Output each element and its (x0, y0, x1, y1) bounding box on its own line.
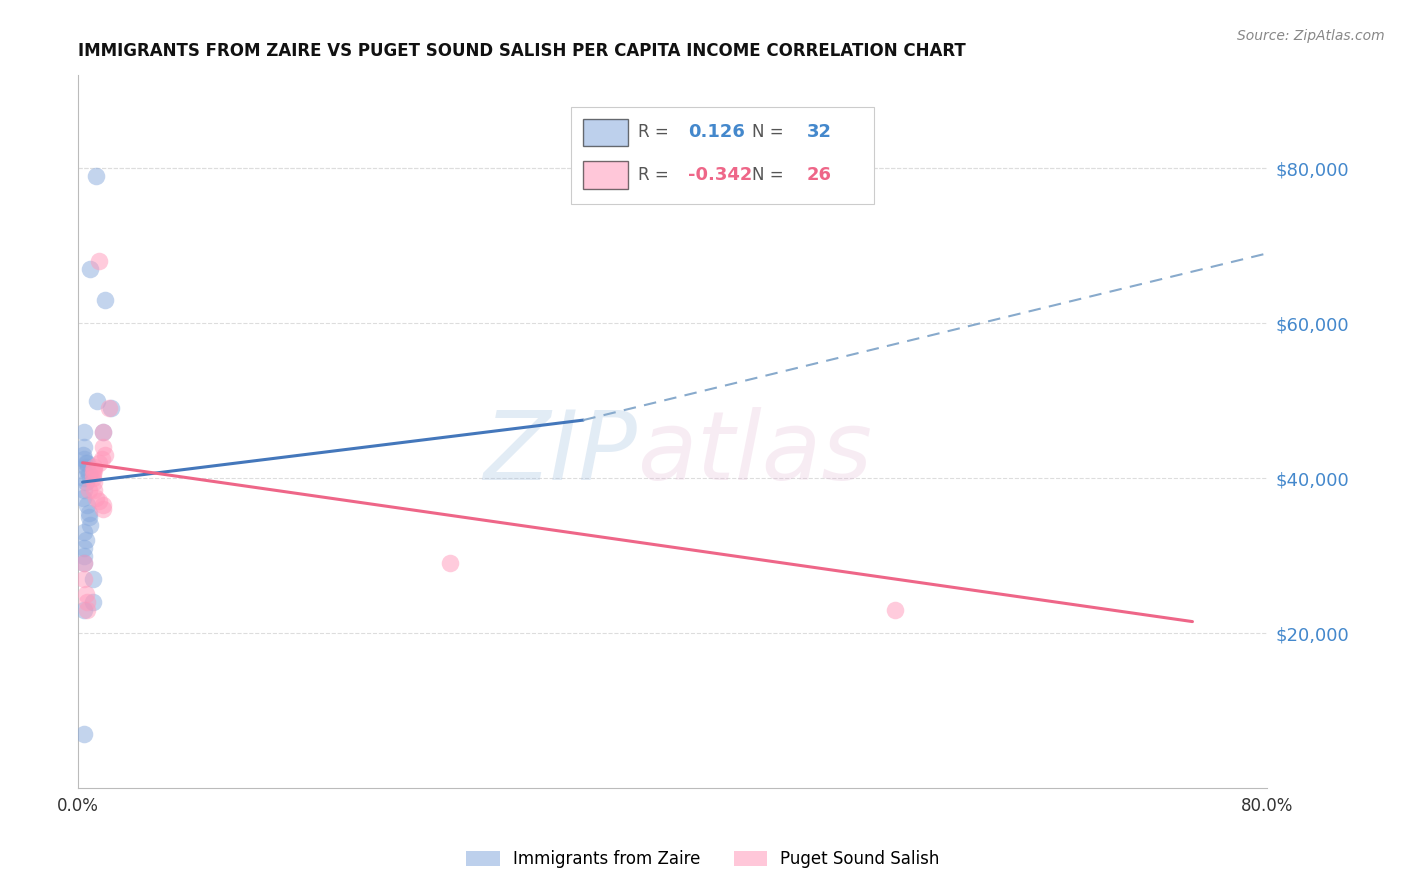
Text: R =: R = (638, 166, 673, 184)
Point (87, 494, 110, 508)
Point (83, 475, 105, 489)
Point (76, 456, 98, 470)
Point (83, 459, 105, 474)
Point (73, 549, 96, 563)
Text: 26: 26 (807, 166, 832, 184)
Point (82, 595, 104, 609)
Point (79, 262, 101, 277)
Point (93, 502, 115, 516)
Point (76, 499, 98, 513)
Point (76, 463, 98, 477)
Text: 32: 32 (807, 123, 832, 141)
Point (100, 401, 122, 416)
Point (94, 448, 117, 462)
Point (86, 393, 108, 408)
Text: 0.126: 0.126 (688, 123, 745, 141)
Point (75, 587, 97, 601)
Point (93, 440, 115, 454)
Point (82, 463, 104, 477)
Point (82, 572, 104, 586)
Point (73, 727, 96, 741)
Point (73, 525, 96, 540)
Text: IMMIGRANTS FROM ZAIRE VS PUGET SOUND SALISH PER CAPITA INCOME CORRELATION CHART: IMMIGRANTS FROM ZAIRE VS PUGET SOUND SAL… (79, 42, 966, 60)
Point (75, 475, 97, 489)
Point (73, 603, 96, 617)
Point (73, 471, 96, 485)
Text: R =: R = (638, 123, 673, 141)
Point (73, 451, 96, 466)
Point (87, 254, 110, 268)
Point (72, 448, 94, 462)
Point (83, 463, 105, 477)
Point (90, 451, 112, 466)
Point (73, 572, 96, 586)
Text: -0.342: -0.342 (688, 166, 752, 184)
FancyBboxPatch shape (583, 119, 628, 145)
Point (84, 169, 107, 183)
FancyBboxPatch shape (571, 107, 875, 203)
Point (73, 425, 96, 439)
Point (93, 425, 115, 439)
Point (79, 517, 101, 532)
Point (83, 483, 105, 497)
Point (73, 440, 96, 454)
Text: atlas: atlas (637, 407, 872, 500)
Text: N =: N = (752, 123, 789, 141)
FancyBboxPatch shape (583, 161, 628, 188)
Text: Source: ZipAtlas.com: Source: ZipAtlas.com (1237, 29, 1385, 43)
Point (73, 541, 96, 555)
Point (439, 557, 461, 571)
Point (93, 499, 115, 513)
Point (75, 533, 97, 548)
Text: N =: N = (752, 166, 789, 184)
Point (884, 603, 907, 617)
Point (72, 491, 94, 505)
Point (73, 557, 96, 571)
Point (94, 293, 117, 307)
Point (75, 456, 97, 470)
Point (75, 459, 97, 474)
Point (76, 595, 98, 609)
Text: ZIP: ZIP (482, 407, 637, 500)
Point (87, 456, 110, 470)
Point (77, 483, 100, 497)
Point (82, 471, 104, 485)
Point (73, 557, 96, 571)
Point (84, 491, 107, 505)
Point (77, 510, 100, 524)
Point (93, 425, 115, 439)
Point (76, 603, 98, 617)
Point (73, 483, 96, 497)
Point (77, 506, 100, 520)
Point (77, 467, 100, 482)
Point (82, 467, 104, 482)
Legend: Immigrants from Zaire, Puget Sound Salish: Immigrants from Zaire, Puget Sound Salis… (460, 844, 946, 875)
Point (98, 401, 121, 416)
